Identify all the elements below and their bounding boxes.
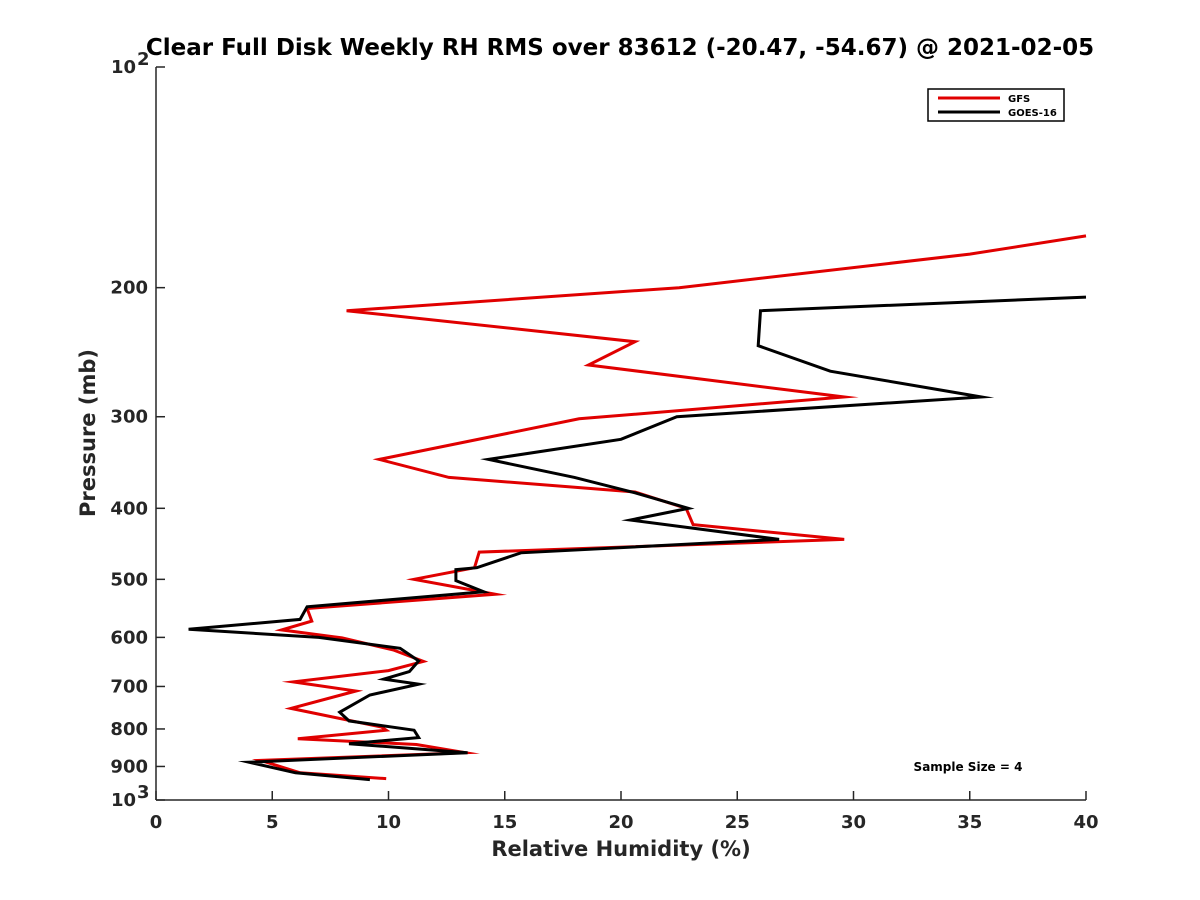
y-tick-label-600: 600 — [110, 627, 148, 648]
legend-label-gfs: GFS — [1008, 94, 1030, 105]
x-tick-label-10: 10 — [376, 812, 401, 833]
x-tick-label-0: 0 — [150, 812, 163, 833]
series-line-gfs — [251, 234, 1087, 781]
y-axis-label: Pressure (mb) — [76, 349, 100, 517]
x-tick-label-15: 15 — [492, 812, 517, 833]
x-tick-label-5: 5 — [266, 812, 279, 833]
x-tick-label-40: 40 — [1073, 812, 1098, 833]
y-tick-exponent-1000: 3 — [137, 782, 150, 803]
x-axis-label: Relative Humidity (%) — [491, 837, 750, 861]
x-tick-label-20: 20 — [608, 812, 633, 833]
y-tick-label-900: 900 — [110, 756, 148, 777]
y-tick-label-700: 700 — [110, 676, 148, 697]
y-tick-label-800: 800 — [110, 719, 148, 740]
x-tick-label-30: 30 — [841, 812, 866, 833]
y-tick-label-300: 300 — [110, 407, 148, 428]
y-tick-exponent-100: 2 — [137, 49, 150, 70]
legend-box — [927, 88, 1065, 122]
y-tick-label-500: 500 — [110, 569, 148, 590]
legend: GFS GOES-16 — [927, 88, 1065, 122]
y-tick-label-100: 10 — [111, 57, 136, 78]
y-tick-label-400: 400 — [110, 498, 148, 519]
sample-size-annotation: Sample Size = 4 — [914, 760, 1023, 774]
x-tick-label-35: 35 — [957, 812, 982, 833]
x-tick-label-25: 25 — [725, 812, 750, 833]
plot-area — [188, 234, 1087, 782]
y-tick-label-200: 200 — [110, 278, 148, 299]
y-tick-label-1000: 10 — [111, 790, 136, 811]
chart-title: Clear Full Disk Weekly RH RMS over 83612… — [146, 35, 1094, 61]
series-line-goes-16 — [188, 295, 1087, 782]
legend-label-goes-16: GOES-16 — [1008, 108, 1057, 119]
